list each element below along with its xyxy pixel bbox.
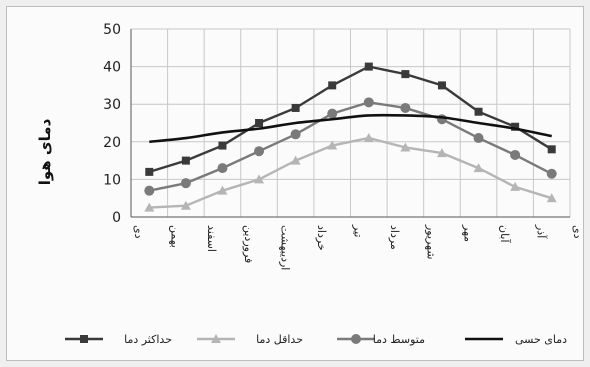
data-point [363,133,374,143]
series-line [149,136,553,209]
data-point [473,133,484,144]
x-tick-label: بهمن [169,225,182,248]
data-point [254,174,265,184]
data-point [144,185,155,196]
data-point [546,168,557,179]
data-point [145,167,154,176]
data-point [436,148,447,158]
data-point [400,142,411,152]
data-point [291,103,300,112]
data-point [211,334,221,343]
series-group [144,97,557,196]
x-tick-label: مرداد [388,225,401,250]
axes [130,29,570,218]
data-point [511,122,520,131]
data-point [181,156,190,165]
data-point [400,102,411,113]
data-point [474,107,483,116]
data-point [144,202,155,212]
data-point [546,193,557,203]
data-point [290,155,301,165]
legend-item: متوسط دما [337,333,425,346]
x-tick-label: مهر [461,224,474,242]
data-point [217,185,228,195]
data-point [510,149,521,160]
data-point [218,141,227,150]
data-point [180,200,191,210]
data-point [327,140,338,150]
data-point [217,163,228,174]
series-group [144,133,557,212]
data-point [351,334,361,344]
data-point [363,97,374,108]
y-tick-label: 40 [103,60,121,76]
data-point [473,163,484,173]
tick-labels: 0 10 20 30 40 50 دی بهمن اسفند فروردین اردیبهشت خرد… [103,22,584,270]
data-point [254,146,265,157]
x-tick-label: اردیبهشت [278,225,291,270]
x-tick-label: آبان [498,225,512,243]
y-tick-label: 20 [103,135,121,151]
data-point [364,62,373,71]
data-point [328,81,337,90]
series [144,62,557,212]
y-tick-label: 10 [103,172,121,188]
series-group [145,62,556,176]
series-line [149,113,552,144]
y-tick-label: 50 [103,22,121,38]
legend-label: حداکثر دما [124,333,172,346]
x-tick-label: فروردین [242,225,255,263]
grid [130,28,571,218]
data-point [255,119,264,127]
series-line [149,101,553,192]
x-tick-label: اسفند [205,225,218,252]
legend-label: متوسط دما [373,333,425,346]
x-tick-label: دی [571,225,583,239]
data-point [180,178,191,189]
data-point [290,129,301,140]
data-point [510,181,521,191]
legend-item: دمای حسی [465,333,567,346]
legend-label: حداقل دما [256,333,303,346]
y-tick-label: 30 [103,97,121,113]
data-point [327,108,338,119]
data-point [437,81,446,90]
series-group [149,113,552,144]
legend-label: دمای حسی [515,333,567,346]
x-tick-label: خرداد [315,225,328,251]
data-point [80,335,88,343]
y-axis-label: دمای هوا [36,118,54,185]
x-tick-label: شهریور [425,224,438,259]
chart-frame: 0 10 20 30 40 50 دی بهمن اسفند فروردین اردیبهشت خرد… [6,6,584,361]
x-tick-label: دی [132,225,145,239]
data-point [401,70,410,79]
legend: حداکثر دما حداقل دما متوسط دما دمای حسی [65,333,567,346]
data-point [547,145,556,154]
legend-item: حداقل دما [197,333,303,346]
y-tick-label: 0 [112,210,121,226]
x-tick-label: تیر [352,224,365,237]
legend-item: حداکثر دما [65,333,172,346]
series-line [148,65,553,174]
x-tick-label: آذر [534,224,548,239]
line-chart: 0 10 20 30 40 50 دی بهمن اسفند فروردین اردیبهشت خرد… [36,22,584,346]
